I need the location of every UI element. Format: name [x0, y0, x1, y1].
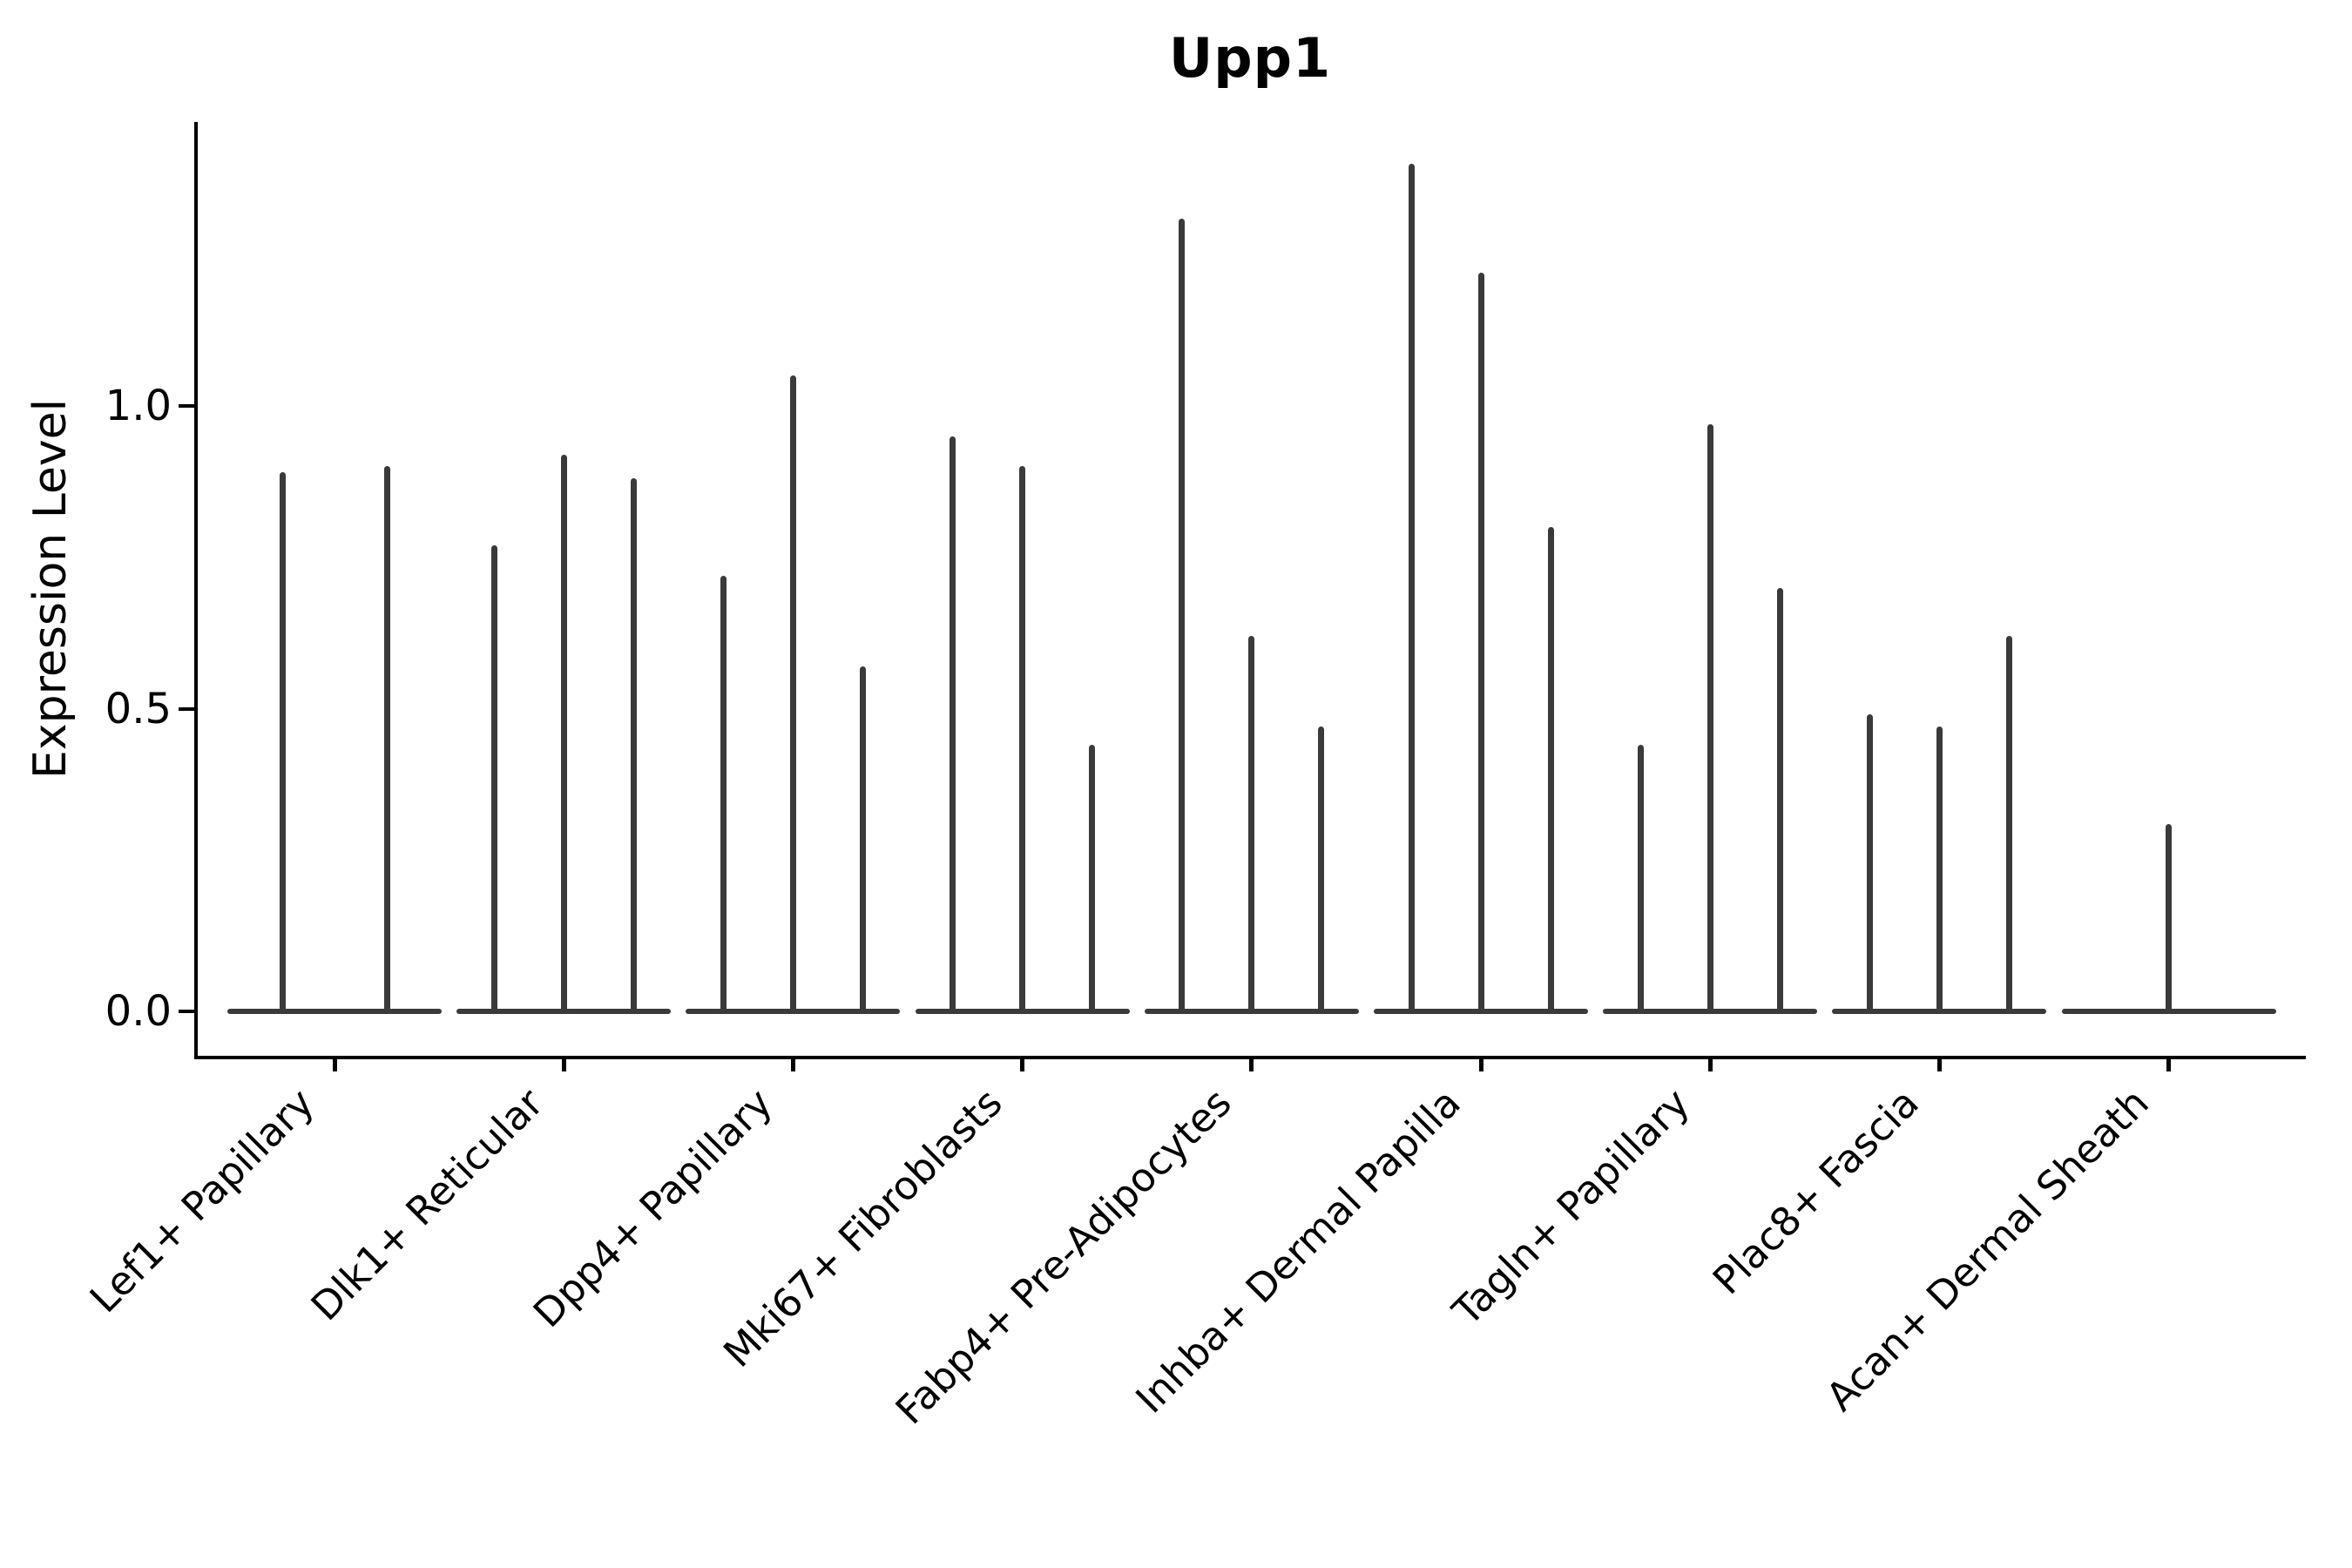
y-tick-mark — [179, 1010, 194, 1013]
violin-spike — [1547, 527, 1554, 1011]
violin-baseline — [1832, 1009, 2047, 1014]
violin-spike — [1936, 727, 1943, 1011]
y-axis-spine — [194, 122, 198, 1059]
violin-spike — [1637, 745, 1644, 1011]
y-tick-mark — [179, 706, 194, 711]
x-tick-mark — [1936, 1056, 1942, 1071]
violin-spike — [383, 466, 390, 1011]
y-tick-label: 0.5 — [105, 684, 172, 733]
violin-spike — [859, 666, 866, 1011]
violin-spike — [2166, 824, 2173, 1011]
x-tick-mark — [332, 1056, 337, 1071]
violin-spike — [1477, 273, 1484, 1011]
x-tick-mark — [1020, 1056, 1025, 1071]
violin-baseline — [2061, 1009, 2276, 1014]
violin-spike — [279, 472, 286, 1011]
violin-baseline — [1603, 1009, 1818, 1014]
violin-spike — [1089, 745, 1096, 1011]
violin-spike — [2005, 636, 2012, 1011]
y-tick-label: 1.0 — [105, 382, 172, 430]
violin-spike — [630, 478, 637, 1011]
x-tick-mark — [2166, 1056, 2172, 1071]
x-tick-mark — [1478, 1056, 1484, 1071]
y-tick-mark — [179, 404, 194, 408]
violin-spike — [490, 545, 497, 1011]
violin-baseline — [1144, 1009, 1359, 1014]
x-tick-mark — [790, 1056, 795, 1071]
violin-spike — [1408, 164, 1415, 1011]
violin-baseline — [686, 1009, 901, 1014]
violin-spike — [1248, 636, 1255, 1011]
x-tick-mark — [1249, 1056, 1254, 1071]
violin-baseline — [915, 1009, 1130, 1014]
y-tick-label: 0.0 — [105, 987, 172, 1036]
violin-spike — [1707, 424, 1713, 1011]
violin-baseline — [227, 1009, 442, 1014]
violin-spike — [1776, 588, 1783, 1011]
violin-spike — [1866, 714, 1873, 1011]
violin-spike — [1179, 219, 1186, 1011]
violin-spike — [560, 455, 567, 1011]
violin-spike — [789, 375, 796, 1011]
violin-baseline — [456, 1009, 672, 1014]
violin-spike — [1019, 466, 1026, 1011]
figure-title: Upp1 — [1168, 26, 1332, 90]
violin-spike — [720, 576, 727, 1011]
x-tick-mark — [1707, 1056, 1713, 1071]
violin-baseline — [1374, 1009, 1588, 1014]
x-tick-mark — [561, 1056, 566, 1071]
violin-spike — [1318, 727, 1325, 1011]
violin-spike — [950, 436, 956, 1011]
